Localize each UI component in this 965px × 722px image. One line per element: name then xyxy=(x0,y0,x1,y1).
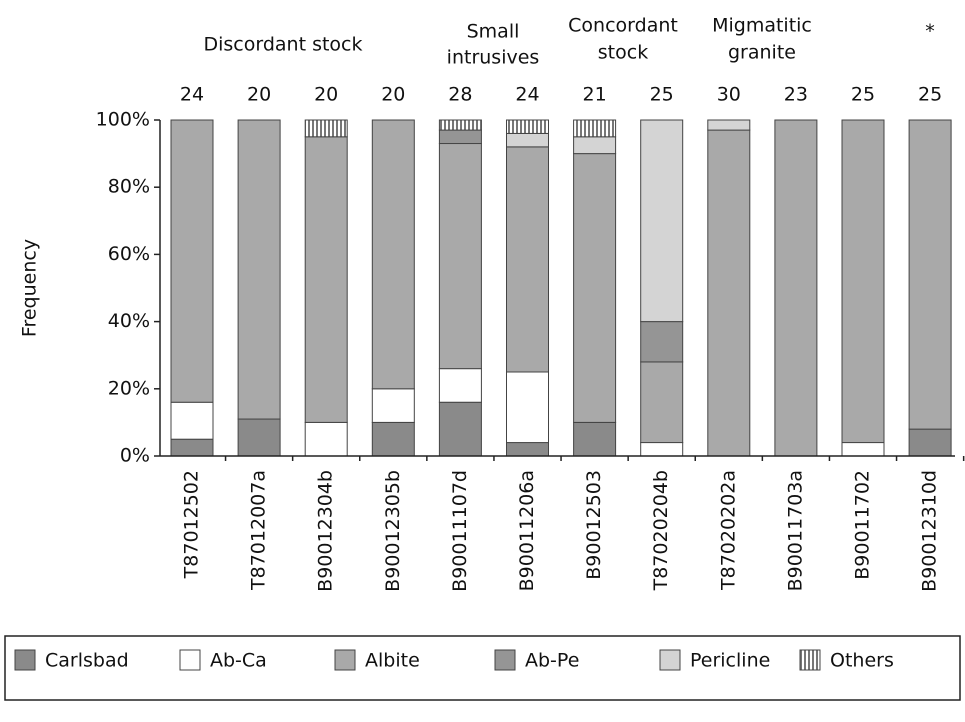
count-label: 25 xyxy=(918,84,942,106)
group-label: * xyxy=(925,21,935,43)
bar-segment xyxy=(438,401,482,457)
legend-swatch xyxy=(14,649,36,671)
bar-segment xyxy=(438,143,482,370)
y-tick-label: 60% xyxy=(108,243,150,265)
legend-swatch xyxy=(659,649,681,671)
bar-segment xyxy=(573,421,617,457)
bar-segment xyxy=(304,136,348,423)
y-tick-label: 0% xyxy=(120,445,150,467)
x-tick-label: B90012310d xyxy=(919,470,941,592)
legend-swatch xyxy=(799,649,821,671)
legend-label: Others xyxy=(830,650,894,672)
x-tick-label: T87020204b xyxy=(650,470,672,591)
count-label: 24 xyxy=(515,84,539,106)
count-label: 28 xyxy=(448,84,472,106)
bar-segment xyxy=(371,388,415,423)
count-label: 24 xyxy=(180,84,204,106)
bar-segment xyxy=(640,321,684,363)
bar-segment xyxy=(908,119,952,430)
bar-segment xyxy=(707,119,751,131)
x-tick-label: T87020202a xyxy=(717,470,739,591)
legend-label: Ab-Ca xyxy=(210,650,267,672)
bar-segment xyxy=(841,119,885,444)
x-tick-label: B90011107d xyxy=(449,470,471,592)
legend-label: Ab-Pe xyxy=(525,650,579,672)
bar-segment xyxy=(573,136,617,155)
x-tick-label: B90012304b xyxy=(315,470,337,592)
count-label: 25 xyxy=(650,84,674,106)
bar-segment xyxy=(170,438,214,457)
count-label: 25 xyxy=(851,84,875,106)
legend-box xyxy=(4,635,961,701)
y-axis-label: Frequency xyxy=(19,239,41,337)
bar-segment xyxy=(774,119,818,457)
group-label: Migmatitic xyxy=(712,15,812,37)
bar-segment xyxy=(640,119,684,323)
bar-segment xyxy=(170,119,214,403)
bar-segment xyxy=(371,421,415,457)
group-label: Small xyxy=(467,21,520,43)
bar-segment xyxy=(506,146,549,373)
bar-segment xyxy=(371,119,415,390)
group-label: stock xyxy=(598,42,648,64)
y-tick-label: 20% xyxy=(108,377,150,399)
y-tick-label: 40% xyxy=(108,310,150,332)
bar-segment xyxy=(707,129,751,457)
legend-label: Pericline xyxy=(690,650,770,672)
bar-segment xyxy=(908,428,952,457)
bar-segment xyxy=(237,418,281,457)
x-tick-label: B90011703a xyxy=(784,470,806,591)
bar-segment xyxy=(506,119,549,134)
bar-segment xyxy=(640,442,684,457)
group-label: Discordant stock xyxy=(203,34,362,56)
bar-segment xyxy=(841,442,885,457)
bar-segment xyxy=(237,119,281,420)
bar-segment xyxy=(573,119,617,138)
bar-segment xyxy=(438,119,482,131)
count-label: 23 xyxy=(784,84,808,106)
bar-segment xyxy=(304,119,348,138)
legend-label: Carlsbad xyxy=(45,650,129,672)
count-label: 20 xyxy=(314,84,338,106)
count-label: 30 xyxy=(717,84,741,106)
group-label: granite xyxy=(728,42,796,64)
legend-swatch xyxy=(494,649,516,671)
legend-swatch xyxy=(334,649,356,671)
bar-segment xyxy=(573,153,617,423)
count-label: 20 xyxy=(247,84,271,106)
x-tick-label: B90011702 xyxy=(852,470,874,580)
bar-segment xyxy=(506,132,549,148)
bar-segment xyxy=(640,361,684,444)
bar-segment xyxy=(438,368,482,403)
x-tick-label: B90011206a xyxy=(516,470,538,591)
x-tick-label: B90012503 xyxy=(583,470,605,580)
x-tick-label: B90012305b xyxy=(382,470,404,592)
bar-segment xyxy=(170,401,214,440)
group-label: intrusives xyxy=(447,47,540,69)
legend-swatch xyxy=(179,649,201,671)
group-label: Concordant xyxy=(568,15,678,37)
count-label: 21 xyxy=(583,84,607,106)
count-label: 20 xyxy=(381,84,405,106)
y-tick-label: 100% xyxy=(96,109,150,131)
y-tick-label: 80% xyxy=(108,176,150,198)
bar-segment xyxy=(438,129,482,145)
bar-segment xyxy=(506,371,549,444)
legend-label: Albite xyxy=(365,650,420,672)
x-tick-label: T87012007a xyxy=(248,470,270,591)
x-tick-label: T87012502 xyxy=(181,470,203,579)
bar-segment xyxy=(304,421,348,457)
bar-segment xyxy=(506,442,549,457)
